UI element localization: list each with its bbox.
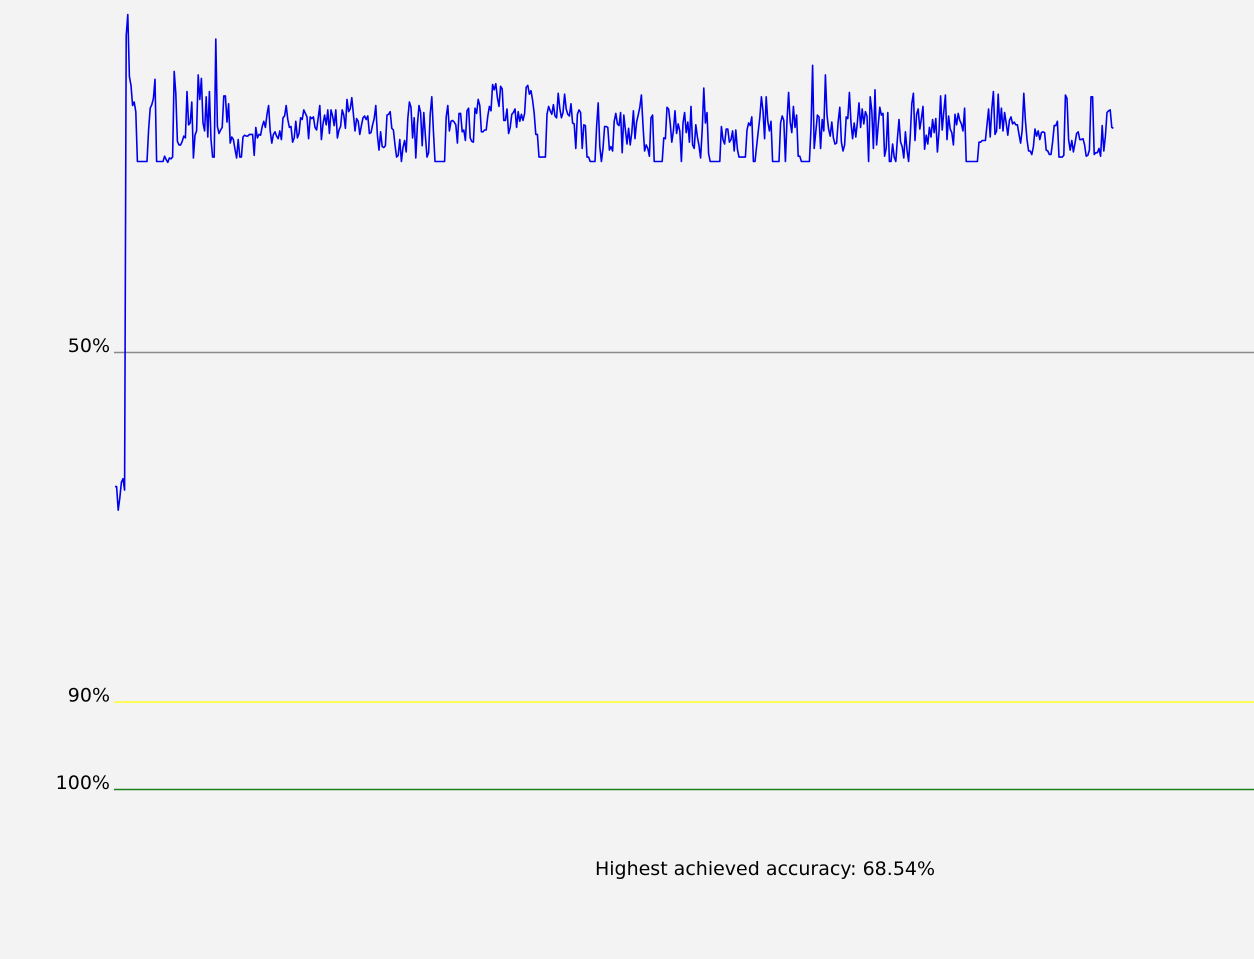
best-accuracy-label: Highest achieved accuracy: 68.54% <box>594 858 936 880</box>
y-tick-label-90: 90% <box>68 685 110 707</box>
reference-lines: 50% 90% 100% <box>56 335 1254 794</box>
accuracy-series-line <box>115 13 1114 512</box>
y-tick-label-50: 50% <box>68 335 110 357</box>
y-tick-label-100: 100% <box>56 772 110 794</box>
series-layer <box>115 13 1114 512</box>
best-accuracy-annotation: Highest achieved accuracy: 68.54% <box>0 858 1254 880</box>
